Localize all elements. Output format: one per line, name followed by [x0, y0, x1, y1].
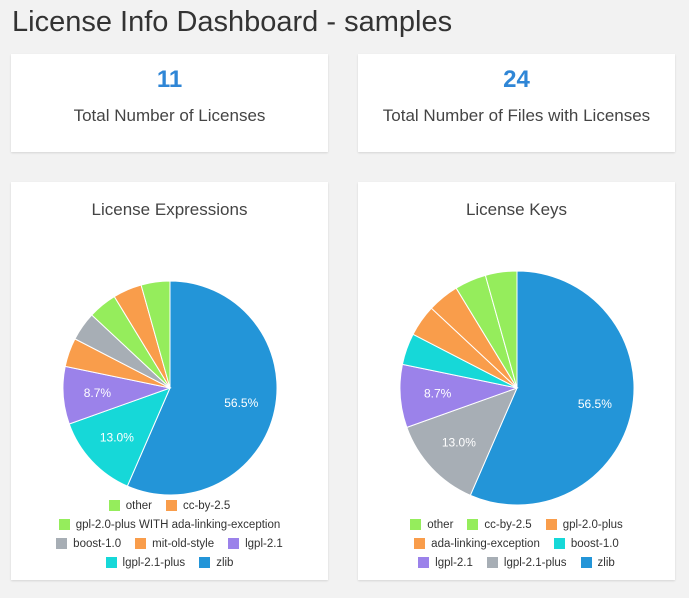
- legend-swatch: [410, 519, 422, 530]
- slice-data-label: 56.5%: [578, 397, 612, 411]
- legend-item[interactable]: ada-linking-exception: [414, 538, 540, 550]
- chart-card-license-keys: License Keys 56.5% 13.0% 8.7% other cc-by-2…: [358, 182, 675, 580]
- legend-label: boost-1.0: [570, 537, 619, 550]
- slice-data-label: 8.7%: [424, 387, 452, 401]
- legend-item[interactable]: boost-1.0: [56, 538, 121, 550]
- page-title: License Info Dashboard - samples: [12, 6, 453, 38]
- legend-row: gpl-2.0-plus WITH ada-linking-exception: [11, 515, 328, 534]
- chart-title: License Expressions: [91, 200, 248, 219]
- legend-row: other cc-by-2.5 gpl-2.0-plus: [358, 515, 675, 534]
- pie-slice-lgpl-2-1-plus[interactable]: [68, 387, 171, 487]
- legend-swatch: [135, 538, 147, 549]
- legend-item[interactable]: zlib: [199, 557, 233, 569]
- chart-card-license-expressions: License Expressions 56.5% 13.0% 8.7% other…: [11, 182, 328, 580]
- chart-legend: other cc-by-2.5 gpl-2.0-plus ada-linking-ex…: [358, 515, 675, 572]
- pie-slice-zlib[interactable]: [469, 270, 635, 506]
- legend-swatch: [228, 538, 240, 549]
- legend-label: lgpl-2.1: [435, 556, 473, 569]
- legend-item[interactable]: mit-old-style: [135, 538, 214, 550]
- legend-label: lgpl-2.1-plus: [122, 556, 186, 569]
- legend-item[interactable]: boost-1.0: [553, 537, 619, 550]
- legend-label: cc-by-2.5: [182, 499, 231, 512]
- legend-row: other cc-by-2.5: [11, 496, 328, 515]
- pie-slice-lgpl-2-1-plus[interactable]: [406, 387, 518, 496]
- legend-swatch: [199, 557, 211, 568]
- slice-data-label: 13.0%: [442, 435, 476, 449]
- legend-item[interactable]: other: [108, 499, 152, 512]
- pie-chart-license-expressions: 56.5% 13.0% 8.7%: [62, 280, 278, 496]
- legend-swatch: [105, 557, 117, 568]
- legend-item[interactable]: lgpl-2.1: [418, 557, 473, 569]
- stat-value: 11: [156, 66, 183, 93]
- legend-label: cc-by-2.5: [484, 518, 532, 531]
- legend-item[interactable]: zlib: [580, 556, 615, 569]
- legend-item[interactable]: gpl-2.0-plus: [545, 518, 623, 531]
- legend-item[interactable]: lgpl-2.1-plus: [105, 556, 186, 569]
- legend-swatch: [58, 519, 70, 530]
- legend-swatch: [165, 500, 177, 511]
- legend-swatch: [553, 538, 565, 549]
- legend-label: other: [125, 499, 152, 512]
- legend-item[interactable]: cc-by-2.5: [467, 518, 532, 531]
- legend-label: zlib: [216, 556, 234, 569]
- stat-label: Total Number of Licenses: [73, 106, 266, 125]
- stat-card-total-files: 24 Total Number of Files with Licenses: [358, 54, 675, 152]
- legend-label: gpl-2.0-plus: [562, 518, 623, 531]
- legend-item[interactable]: other: [410, 519, 453, 531]
- pie-slice-zlib[interactable]: [126, 280, 278, 496]
- slice-data-label: 56.5%: [224, 396, 258, 410]
- legend-label: ada-linking-exception: [431, 537, 540, 550]
- legend-swatch: [56, 538, 68, 549]
- legend-swatch: [108, 500, 120, 511]
- legend-row: ada-linking-exception boost-1.0: [358, 534, 675, 553]
- slice-data-label: 13.0%: [100, 431, 134, 445]
- chart-legend: other cc-by-2.5 gpl-2.0-plus WITH ada-link…: [11, 496, 328, 572]
- pie-slice-other[interactable]: [140, 280, 171, 389]
- stat-value: 24: [503, 66, 530, 93]
- legend-label: lgpl-2.1-plus: [503, 556, 567, 569]
- legend-row: lgpl-2.1-plus zlib: [11, 553, 328, 572]
- pie-chart-license-keys: 56.5% 13.0% 8.7%: [399, 270, 635, 506]
- legend-item[interactable]: cc-by-2.5: [165, 499, 231, 512]
- legend-item[interactable]: gpl-2.0-plus WITH ada-linking-exception: [58, 518, 281, 531]
- legend-swatch: [418, 557, 430, 568]
- stat-card-total-licenses: 11 Total Number of Licenses: [11, 54, 328, 152]
- legend-swatch: [467, 519, 479, 530]
- slice-data-label: 8.7%: [84, 386, 112, 400]
- legend-label: other: [427, 518, 454, 531]
- legend-row: lgpl-2.1 lgpl-2.1-plus zlib: [358, 553, 675, 572]
- legend-row: boost-1.0 mit-old-style lgpl-2.1: [11, 534, 328, 553]
- legend-swatch: [580, 557, 592, 568]
- legend-label: mit-old-style: [152, 537, 215, 550]
- legend-label: lgpl-2.1: [245, 537, 283, 550]
- legend-label: boost-1.0: [73, 537, 122, 550]
- legend-swatch: [486, 557, 498, 568]
- stat-label: Total Number of Files with Licenses: [382, 106, 651, 125]
- legend-swatch: [545, 519, 557, 530]
- pie-slice-other[interactable]: [484, 270, 518, 389]
- chart-title: License Keys: [465, 200, 568, 219]
- legend-item[interactable]: lgpl-2.1-plus: [486, 556, 567, 569]
- legend-swatch: [414, 538, 426, 549]
- legend-label: gpl-2.0-plus WITH ada-linking-exception: [75, 518, 281, 531]
- legend-label: zlib: [597, 556, 615, 569]
- legend-item[interactable]: lgpl-2.1: [228, 538, 283, 550]
